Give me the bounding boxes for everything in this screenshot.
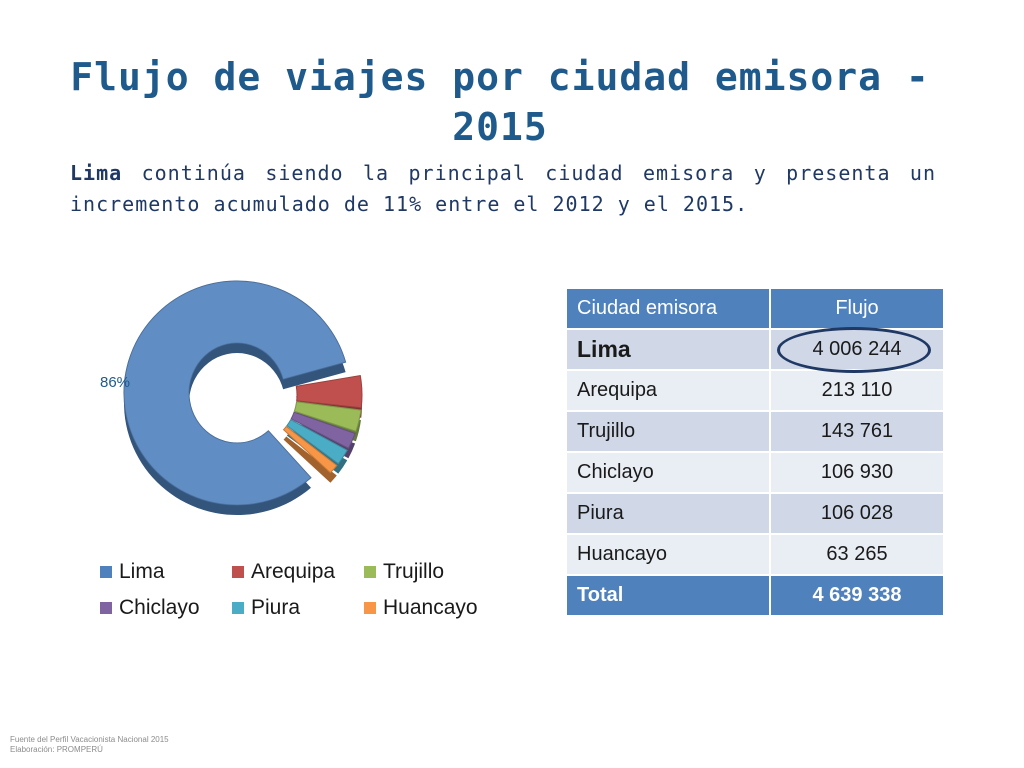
total-value-cell: 4 639 338 (769, 574, 945, 617)
legend-swatch (100, 566, 112, 578)
slice-huancayo (282, 425, 338, 474)
legend-swatch (232, 602, 244, 614)
flow-cell: 106 930 (769, 451, 945, 494)
city-cell: Piura (565, 492, 771, 535)
legend-swatch (232, 566, 244, 578)
legend-label: Piura (251, 596, 301, 619)
legend-swatch (364, 566, 376, 578)
slice-chiclayo (290, 411, 356, 449)
footnote: Fuente del Perfil Vacacionista Nacional … (10, 735, 169, 755)
subtitle-highlight: Lima (70, 161, 123, 185)
city-cell: Lima (565, 328, 771, 371)
legend-label: Chiclayo (119, 596, 200, 619)
doughnut-chart: 86% (100, 280, 363, 515)
table-header-row: Ciudad emisora Flujo (565, 287, 945, 330)
table-row: Piura 106 028 (565, 492, 945, 535)
column-header-city: Ciudad emisora (565, 287, 771, 330)
legend-label: Huancayo (383, 596, 478, 619)
legend-item-huancayo: Huancayo (364, 594, 494, 622)
total-label-cell: Total (565, 574, 771, 617)
city-cell: Huancayo (565, 533, 771, 576)
city-cell: Arequipa (565, 369, 771, 412)
table-row: Huancayo 63 265 (565, 533, 945, 576)
flow-cell: 213 110 (769, 369, 945, 412)
legend-swatch (100, 602, 112, 614)
slide-subtitle: Lima continúa siendo la principal ciudad… (70, 158, 936, 220)
legend-label: Trujillo (383, 560, 445, 583)
chart-legend: Lima Arequipa Trujillo Chiclayo Piura Hu… (100, 558, 510, 622)
table-row: Chiclayo 106 930 (565, 451, 945, 494)
legend-item-chiclayo: Chiclayo (100, 594, 232, 622)
flow-cell: 106 028 (769, 492, 945, 535)
table-total-row: Total 4 639 338 (565, 574, 945, 617)
slice-lima (123, 280, 347, 506)
legend-swatch (364, 602, 376, 614)
city-cell: Trujillo (565, 410, 771, 453)
slice-arequipa (295, 374, 363, 409)
flow-cell: 143 761 (769, 410, 945, 453)
legend-item-piura: Piura (232, 594, 364, 622)
column-header-flow: Flujo (769, 287, 945, 330)
footnote-credit: Elaboración: PROMPERÚ (10, 745, 103, 754)
footnote-source: Fuente del Perfil Vacacionista Nacional … (10, 735, 169, 744)
legend-label: Arequipa (251, 560, 336, 583)
data-label-lima: 86% (100, 374, 130, 391)
flow-cell: 63 265 (769, 533, 945, 576)
legend-item-arequipa: Arequipa (232, 558, 364, 586)
flow-cell: 4 006 244 (769, 328, 945, 371)
legend-label: Lima (119, 560, 165, 583)
slice-piura (286, 419, 348, 465)
subtitle-text: continúa siendo la principal ciudad emis… (70, 161, 936, 216)
legend-item-trujillo: Trujillo (364, 558, 494, 586)
slice-trujillo (293, 401, 362, 432)
slide-title: Flujo de viajes por ciudad emisora - 201… (70, 55, 930, 149)
city-cell: Chiclayo (565, 451, 771, 494)
lima-slice-sheen (124, 281, 346, 505)
slice-side-huancayo (283, 436, 337, 483)
table-row: Arequipa 213 110 (565, 369, 945, 412)
table-row: Lima 4 006 244 (565, 328, 945, 371)
flow-table: Ciudad emisora Flujo Lima 4 006 244 Areq… (565, 287, 945, 617)
table-row: Trujillo 143 761 (565, 410, 945, 453)
legend-item-lima: Lima (100, 558, 232, 586)
